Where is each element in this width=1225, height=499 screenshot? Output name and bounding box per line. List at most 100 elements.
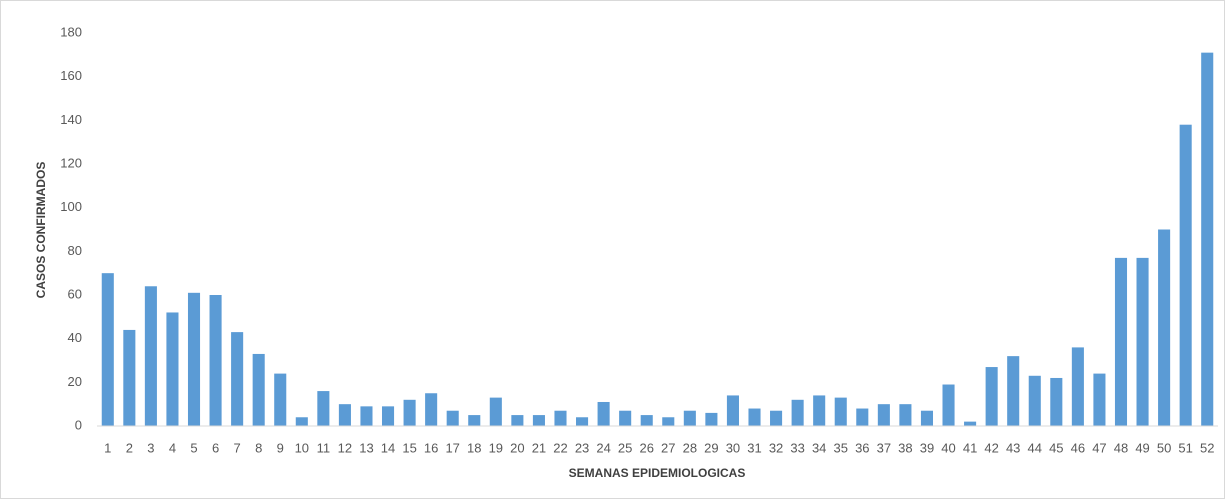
y-tick-label: 120 [60,155,82,170]
bar [446,410,459,426]
bar [705,412,718,426]
x-tick-label: 45 [1049,440,1063,455]
bar [1028,375,1041,426]
x-tick-label: 2 [126,440,133,455]
bar [468,415,481,426]
x-tick-label: 3 [147,440,154,455]
x-tick-label: 16 [424,440,438,455]
x-tick-label: 38 [898,440,912,455]
bar [619,410,632,426]
y-tick-label: 60 [68,286,82,301]
x-tick-label: 1 [104,440,111,455]
y-tick-label: 140 [60,112,82,127]
bar [252,353,265,426]
bar [985,367,998,426]
bar [209,295,222,426]
y-axis-title: CASOS CONFIRMADOS [34,162,48,299]
bar [381,406,395,426]
bar [338,404,351,426]
bar [1158,229,1171,426]
bar [920,410,934,426]
y-tick-label: 160 [60,68,82,83]
x-tick-label: 42 [984,440,998,455]
x-tick-label: 5 [190,440,197,455]
y-tick-label: 20 [68,374,82,389]
bar [856,408,869,426]
x-tick-label: 32 [769,440,783,455]
x-tick-label: 18 [467,440,481,455]
bar [295,417,308,426]
x-tick-label: 31 [747,440,761,455]
x-tick-label: 12 [338,440,352,455]
bar [231,332,244,426]
x-tick-label: 43 [1006,440,1020,455]
bar [791,399,804,426]
x-tick-label: 7 [234,440,241,455]
bar [899,404,912,426]
x-tick-label: 13 [359,440,373,455]
x-tick-label: 28 [683,440,697,455]
x-tick-label: 37 [877,440,891,455]
x-tick-label: 41 [963,440,977,455]
y-tick-label: 40 [68,330,82,345]
bar [123,329,136,426]
bar [360,406,373,426]
bar [942,384,955,426]
x-tick-label: 24 [596,440,610,455]
bar [489,397,502,426]
bar [425,393,438,426]
x-tick-label: 26 [639,440,653,455]
x-tick-label: 10 [295,440,309,455]
x-tick-label: 40 [941,440,955,455]
x-tick-label: 52 [1200,440,1214,455]
bar [1071,347,1084,426]
bar [748,408,761,426]
bar [597,401,610,426]
bar [726,395,739,426]
bar [834,397,847,426]
x-tick-label: 8 [255,440,262,455]
bar [1114,257,1128,426]
bar [964,421,977,426]
x-tick-label: 19 [489,440,503,455]
x-tick-label: 4 [169,440,176,455]
x-axis-title: SEMANAS EPIDEMIOLOGICAS [569,466,746,480]
x-tick-label: 50 [1157,440,1171,455]
x-tick-label: 49 [1135,440,1149,455]
x-tick-label: 6 [212,440,219,455]
x-tick-label: 51 [1178,440,1192,455]
bar [166,312,179,426]
x-tick-label: 35 [834,440,848,455]
bar [576,417,589,426]
x-tick-label: 15 [402,440,416,455]
y-tick-label: 100 [60,199,82,214]
y-tick-label: 80 [68,243,82,258]
bar [1179,124,1192,426]
x-tick-label: 21 [532,440,546,455]
x-tick-label: 20 [510,440,524,455]
x-tick-label: 44 [1028,440,1042,455]
x-tick-label: 17 [445,440,459,455]
x-tick-label: 14 [381,440,395,455]
bar [1136,257,1149,426]
x-tick-label: 39 [920,440,934,455]
bar [683,410,696,426]
x-tick-label: 36 [855,440,869,455]
x-tick-label: 29 [704,440,718,455]
bar [877,404,890,426]
x-tick-label: 27 [661,440,675,455]
x-tick-label: 46 [1071,440,1085,455]
bar [1201,52,1214,427]
bar [317,391,330,426]
x-tick-label: 48 [1114,440,1128,455]
bar [403,399,416,426]
bar [662,417,675,426]
x-tick-label: 11 [317,440,331,455]
y-tick-label: 180 [60,24,82,39]
x-tick-label: 9 [277,440,284,455]
x-tick-label: 34 [812,440,826,455]
bar [144,286,157,426]
